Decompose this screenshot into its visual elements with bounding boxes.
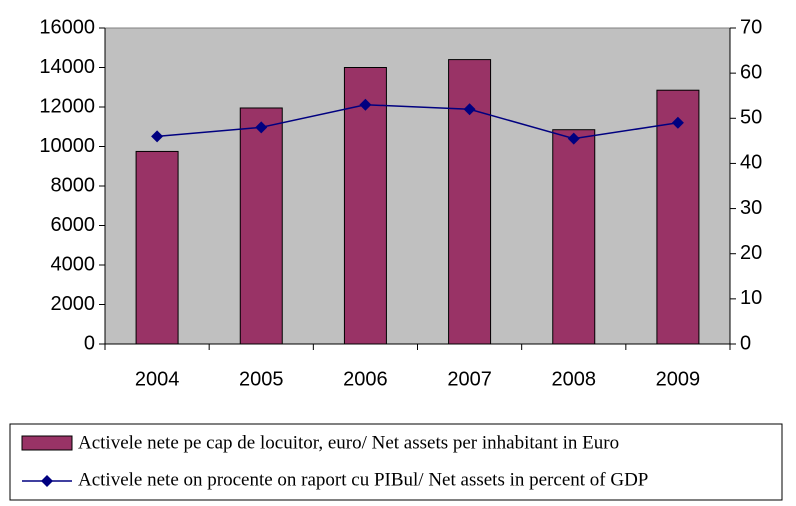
x-tick-label: 2008 — [552, 368, 597, 390]
legend-marker — [41, 475, 53, 487]
y2-tick-label: 30 — [740, 197, 762, 219]
line — [157, 103, 679, 140]
legend-label: Activele nete pe cap de locuitor, euro/ … — [78, 432, 619, 453]
y-tick-label: 0 — [84, 332, 95, 354]
bar — [343, 67, 387, 345]
y2-tick-label: 60 — [740, 61, 762, 83]
bar — [656, 89, 700, 345]
line-marker — [567, 132, 580, 145]
line-marker — [255, 121, 268, 134]
y-tick-label: 14000 — [39, 56, 95, 78]
line-marker — [463, 103, 476, 116]
y-tick-label: 4000 — [51, 253, 96, 275]
x-tick-label: 2009 — [656, 368, 701, 390]
legend-swatch — [21, 435, 73, 451]
y-tick-label: 6000 — [51, 214, 96, 236]
y2-tick-label: 0 — [740, 332, 751, 354]
y2-tick-label: 40 — [740, 152, 762, 174]
line-marker — [359, 98, 372, 111]
bar — [135, 150, 179, 345]
line-marker — [671, 116, 684, 129]
x-tick-label: 2004 — [135, 368, 180, 390]
plot-area — [104, 27, 731, 345]
bar — [552, 129, 596, 345]
bar — [448, 59, 492, 345]
legend-box — [9, 423, 783, 501]
y-tick-label: 10000 — [39, 135, 95, 157]
y-tick-label: 8000 — [51, 174, 96, 196]
line-marker — [151, 130, 164, 143]
y-tick-label: 16000 — [39, 16, 95, 38]
x-tick-label: 2006 — [343, 368, 388, 390]
y-tick-label: 12000 — [39, 95, 95, 117]
x-tick-label: 2005 — [239, 368, 284, 390]
bar — [239, 107, 283, 345]
x-tick-label: 2007 — [447, 368, 492, 390]
y2-tick-label: 10 — [740, 287, 762, 309]
y2-tick-label: 20 — [740, 242, 762, 264]
y2-tick-label: 70 — [740, 16, 762, 38]
legend-label: Activele nete on procente on raport cu P… — [78, 469, 648, 490]
y-tick-label: 2000 — [51, 293, 96, 315]
y2-tick-label: 50 — [740, 107, 762, 129]
